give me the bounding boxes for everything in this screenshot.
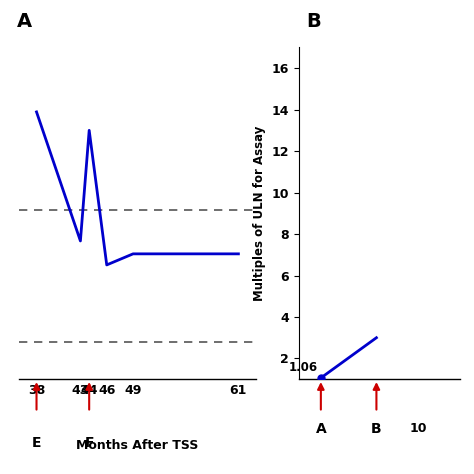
Text: B: B xyxy=(307,12,321,31)
Text: 10: 10 xyxy=(410,422,427,435)
Text: A: A xyxy=(17,12,32,31)
Text: A: A xyxy=(316,422,326,437)
Text: B: B xyxy=(371,422,382,437)
Text: 1.06: 1.06 xyxy=(289,361,318,374)
X-axis label: Months After TSS: Months After TSS xyxy=(76,439,199,452)
Y-axis label: Multiples of ULN for Assay: Multiples of ULN for Assay xyxy=(253,126,266,301)
Text: E: E xyxy=(32,436,41,450)
Text: F: F xyxy=(84,436,94,450)
